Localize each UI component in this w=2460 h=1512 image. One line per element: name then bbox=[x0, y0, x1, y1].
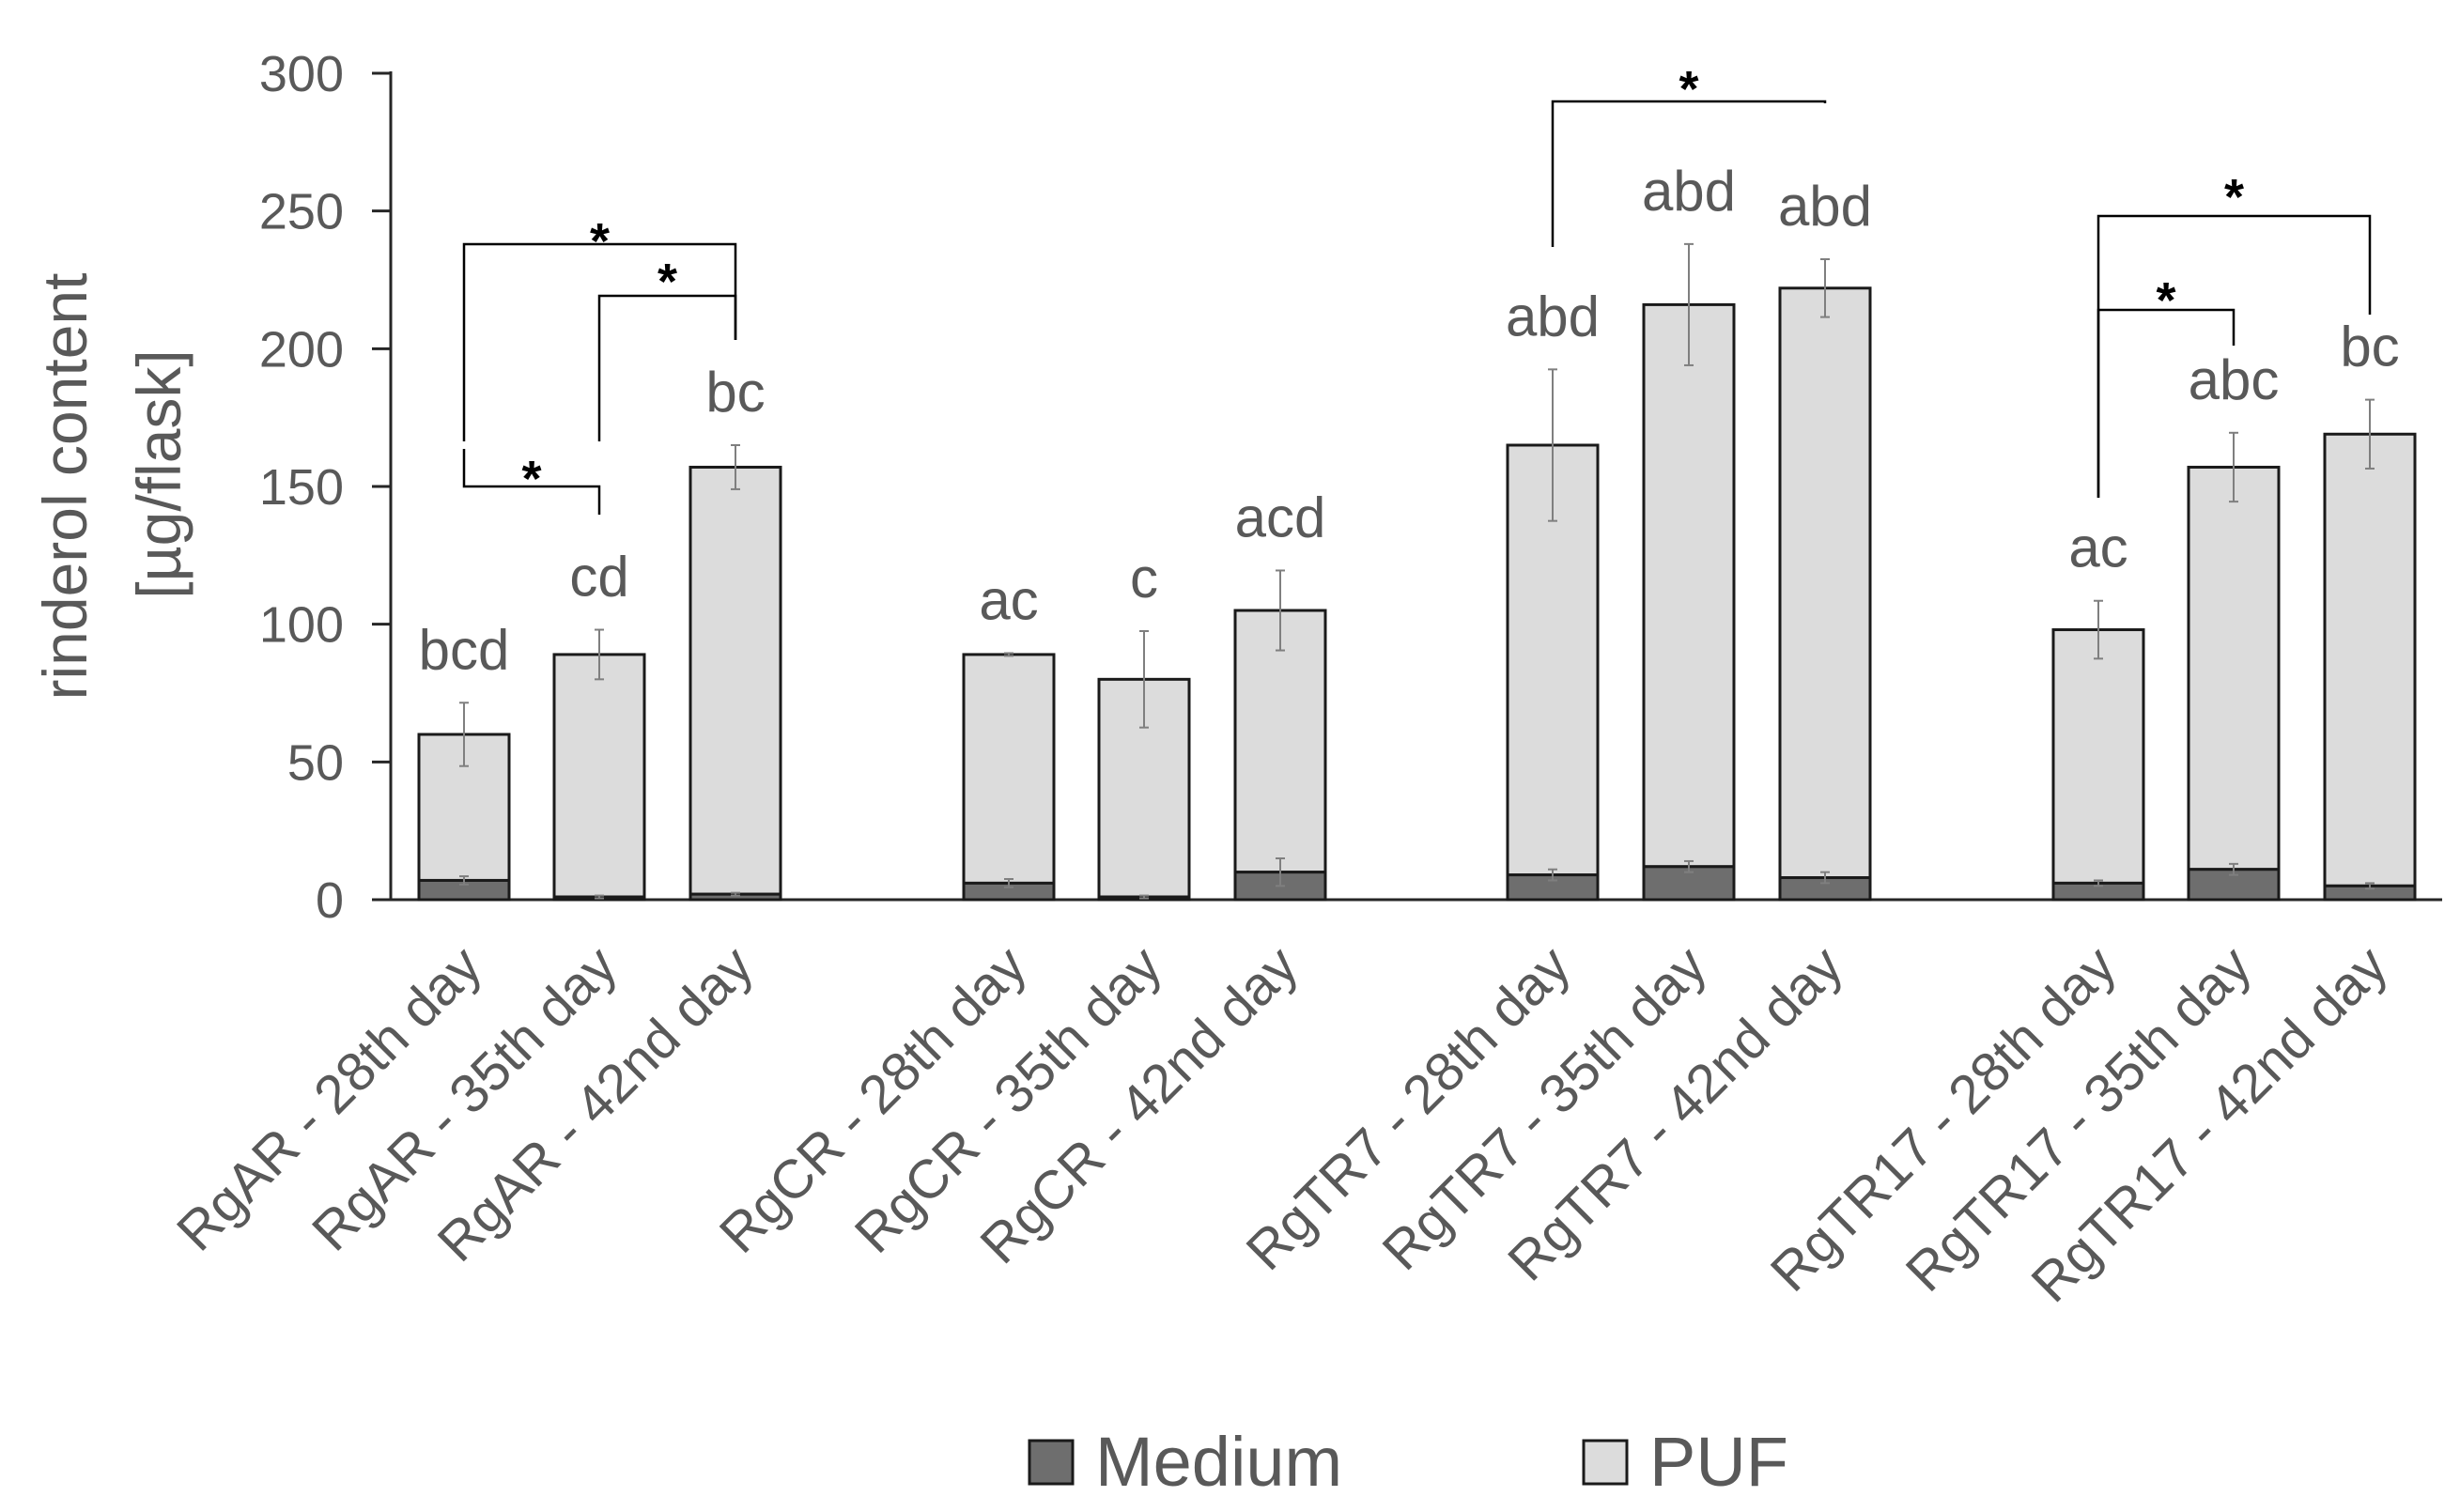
significance-letters: bc bbox=[705, 361, 765, 424]
legend-swatch bbox=[1582, 1439, 1629, 1486]
bar-puf bbox=[1233, 609, 1327, 874]
bar-puf bbox=[688, 465, 782, 896]
y-axis-title-line-1: rinderol content bbox=[30, 273, 100, 701]
significance-letters: abd bbox=[1778, 175, 1872, 238]
significance-star: * bbox=[2156, 272, 2175, 329]
significance-letters: acd bbox=[1235, 486, 1326, 548]
y-tick-label: 50 bbox=[287, 734, 344, 791]
significance-letters: bcd bbox=[419, 618, 510, 681]
significance-letters: abd bbox=[1642, 160, 1736, 223]
significance-bracket bbox=[462, 242, 737, 441]
significance-star: * bbox=[2224, 169, 2244, 225]
significance-letters: ac bbox=[979, 568, 1038, 631]
axes: 0 50 100 150 200 250 300 bbox=[259, 46, 2442, 929]
legend: Medium PUF bbox=[1028, 1423, 1788, 1501]
significance-bracket bbox=[462, 449, 601, 515]
bar-puf bbox=[962, 653, 1056, 885]
significance-star: * bbox=[658, 254, 677, 310]
bar-puf bbox=[2051, 628, 2145, 885]
y-tick-label: 300 bbox=[259, 46, 344, 102]
bar-puf bbox=[1642, 302, 1736, 869]
significance-bracket bbox=[1551, 100, 1827, 247]
significance-star: * bbox=[590, 213, 610, 270]
y-tick-label: 250 bbox=[259, 184, 344, 240]
y-axis-title: rinderol content [µg/flask] bbox=[30, 273, 193, 701]
bars bbox=[417, 242, 2417, 902]
y-tick-label: 150 bbox=[259, 459, 344, 516]
bar-puf bbox=[2187, 465, 2281, 872]
legend-label: PUF bbox=[1649, 1423, 1788, 1501]
significance-letters: abd bbox=[1506, 285, 1600, 347]
significance-letters: ac bbox=[2068, 517, 2127, 579]
bar-puf bbox=[2323, 432, 2417, 887]
legend-swatch bbox=[1028, 1439, 1075, 1486]
significance-letters: bc bbox=[2340, 316, 2399, 378]
y-axis-title-line-2: [µg/flask] bbox=[124, 349, 193, 598]
significance-letters: abc bbox=[2189, 348, 2280, 411]
significance-star: * bbox=[521, 451, 541, 507]
significance-letters: c bbox=[1130, 547, 1158, 609]
significance-star: * bbox=[1679, 61, 1698, 117]
y-tick-label: 200 bbox=[259, 321, 344, 378]
legend-label: Medium bbox=[1095, 1423, 1342, 1501]
bar-puf bbox=[1778, 286, 1872, 880]
significance-letters: cd bbox=[569, 546, 628, 609]
y-tick-label: 0 bbox=[316, 872, 344, 929]
significance-bracket bbox=[2096, 214, 2372, 498]
y-tick-label: 100 bbox=[259, 597, 344, 654]
bar-puf bbox=[552, 653, 646, 899]
